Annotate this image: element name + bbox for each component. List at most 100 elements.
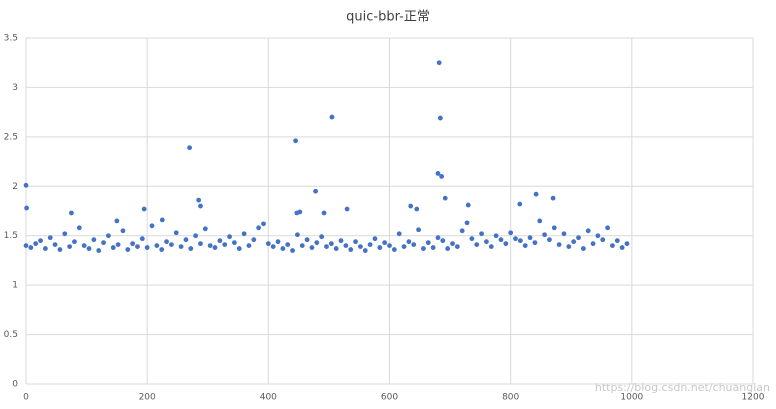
point	[532, 240, 538, 246]
point	[297, 209, 303, 215]
point	[217, 238, 223, 244]
point	[202, 226, 208, 232]
point	[304, 237, 310, 243]
x-tick-label: 200	[139, 393, 156, 403]
point	[391, 247, 397, 252]
point	[91, 237, 97, 243]
point	[222, 242, 228, 248]
point	[115, 242, 121, 248]
point	[329, 114, 335, 120]
y-tick-label: 2.5	[4, 132, 18, 142]
point	[299, 243, 305, 249]
point	[561, 231, 567, 237]
x-tick-label: 400	[260, 393, 277, 403]
point	[24, 205, 30, 211]
point	[96, 248, 102, 253]
point	[537, 218, 543, 224]
point	[479, 231, 484, 237]
point	[67, 244, 73, 249]
point	[319, 234, 325, 240]
point	[159, 247, 165, 252]
point	[503, 241, 509, 247]
point	[72, 239, 77, 245]
point	[585, 228, 591, 234]
point	[62, 231, 68, 237]
point	[324, 244, 329, 249]
point	[454, 244, 460, 249]
x-tick-label: 600	[381, 393, 398, 403]
point	[533, 191, 539, 197]
point	[362, 248, 368, 253]
point	[125, 247, 131, 252]
point	[38, 238, 43, 244]
point	[566, 244, 572, 249]
point	[251, 237, 257, 243]
point	[198, 203, 203, 209]
point	[517, 201, 523, 207]
point	[198, 241, 203, 247]
point	[430, 245, 436, 250]
point	[382, 240, 388, 246]
point	[437, 115, 443, 121]
point	[421, 246, 426, 251]
point	[367, 242, 373, 248]
point	[23, 243, 29, 249]
y-tick-label: 2	[12, 182, 18, 192]
point	[227, 234, 232, 240]
point	[416, 227, 421, 233]
point	[154, 243, 160, 249]
point	[338, 238, 344, 244]
point	[450, 241, 455, 247]
point	[241, 231, 247, 237]
point	[610, 243, 615, 249]
point	[236, 246, 242, 251]
point	[614, 238, 620, 244]
point	[580, 246, 586, 251]
point	[270, 244, 276, 249]
point	[551, 225, 557, 231]
point	[445, 246, 451, 251]
y-tick-label: 0.5	[4, 330, 18, 340]
point	[464, 220, 470, 226]
point	[387, 243, 392, 249]
point	[624, 241, 630, 247]
y-tick-label: 1.5	[4, 231, 18, 241]
point	[193, 233, 199, 239]
point	[333, 246, 339, 251]
point	[207, 243, 213, 249]
point	[344, 206, 350, 212]
point	[57, 247, 63, 252]
point	[52, 242, 58, 248]
point	[348, 247, 354, 252]
point	[414, 206, 420, 212]
point	[595, 233, 601, 239]
point	[576, 235, 581, 241]
point	[178, 244, 184, 249]
point	[605, 225, 610, 231]
point	[130, 241, 136, 247]
point	[401, 244, 407, 249]
point	[440, 238, 446, 244]
point	[293, 138, 298, 144]
point	[547, 237, 552, 243]
point	[33, 241, 39, 247]
point	[285, 242, 291, 248]
point	[343, 243, 349, 249]
point	[493, 233, 499, 239]
point	[76, 225, 82, 231]
point	[314, 240, 320, 246]
point	[358, 244, 363, 249]
point	[442, 195, 448, 201]
point	[474, 242, 480, 248]
point	[69, 210, 74, 216]
point	[556, 242, 562, 248]
point	[149, 223, 155, 229]
point	[105, 233, 111, 239]
point	[425, 240, 431, 246]
y-tick-label: 3	[12, 83, 18, 93]
point	[513, 236, 518, 242]
point	[135, 244, 140, 249]
point	[144, 245, 150, 250]
